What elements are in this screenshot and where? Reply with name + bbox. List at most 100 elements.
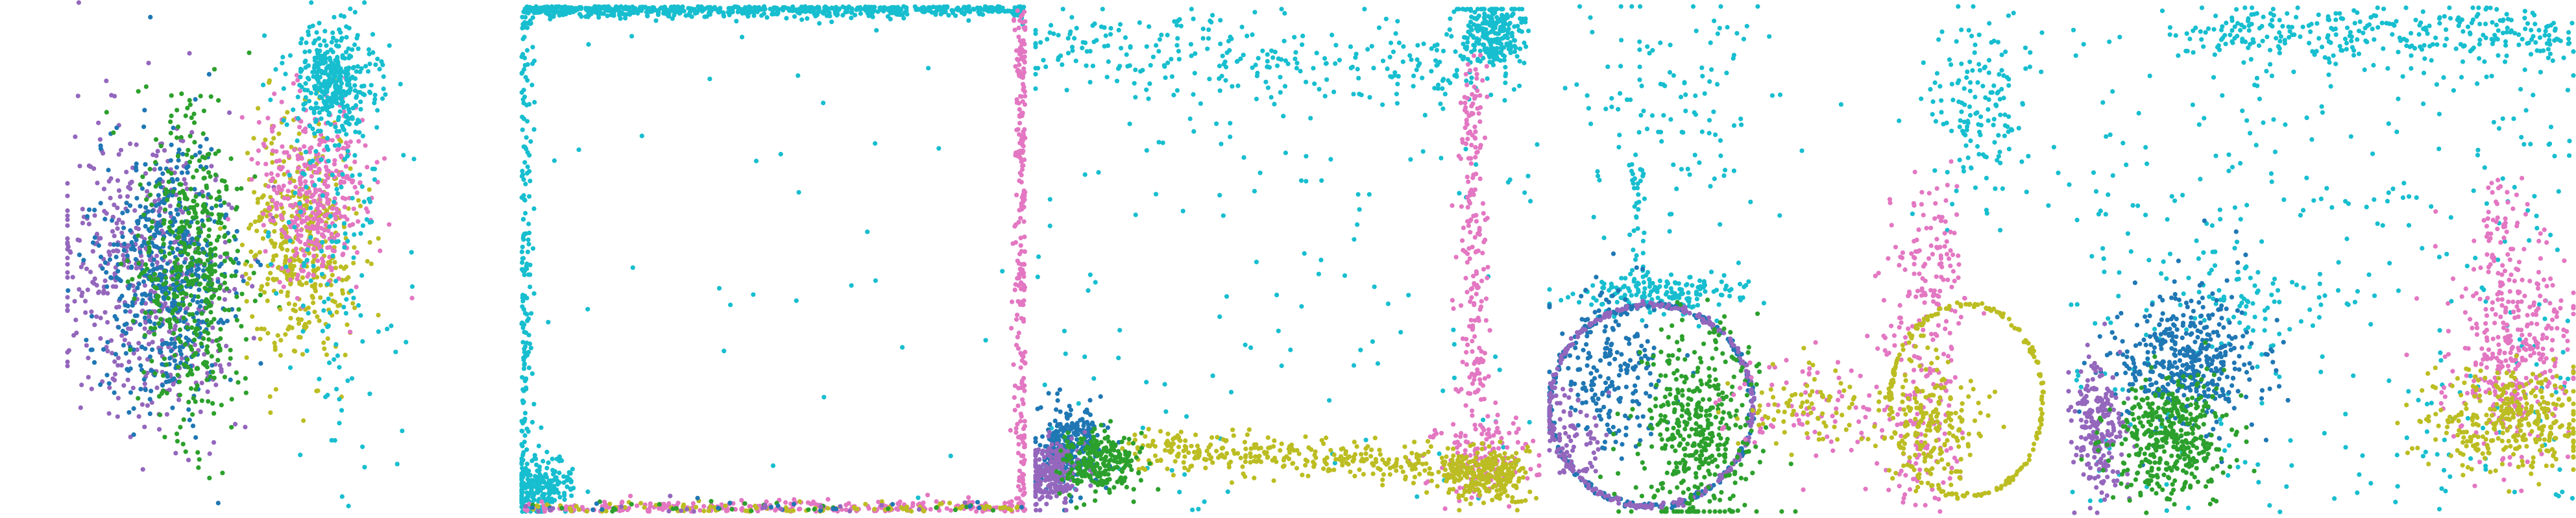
- scatter-point: [337, 90, 343, 95]
- scatter-point: [206, 234, 212, 239]
- scatter-point: [958, 506, 963, 511]
- scatter-point: [130, 300, 135, 305]
- scatter-point: [311, 84, 317, 89]
- scatter-point: [295, 276, 300, 282]
- scatter-point: [278, 306, 283, 312]
- scatter-point: [519, 195, 524, 200]
- scatter-point: [268, 217, 273, 223]
- scatter-point: [649, 7, 654, 12]
- scatter-point: [205, 371, 210, 376]
- scatter-point: [136, 341, 141, 346]
- scatter-point: [160, 289, 165, 294]
- scatter-point: [1468, 19, 1474, 25]
- scatter-point: [287, 365, 293, 371]
- scatter-point: [157, 213, 162, 218]
- scatter-point: [334, 206, 339, 212]
- scatter-point: [125, 194, 130, 199]
- scatter-point: [219, 212, 225, 217]
- scatter-point: [299, 36, 304, 42]
- scatter-point: [207, 451, 212, 456]
- scatter-point: [529, 82, 535, 88]
- scatter-point: [222, 280, 227, 286]
- scatter-point: [778, 506, 783, 512]
- scatter-point: [164, 362, 169, 367]
- scatter-point: [352, 153, 358, 158]
- scatter-point: [338, 214, 344, 219]
- scatter-point: [568, 508, 574, 513]
- scatter-point: [1269, 48, 1274, 53]
- scatter-point: [796, 73, 801, 79]
- scatter-point: [197, 150, 202, 155]
- scatter-point: [1104, 75, 1110, 80]
- scatter-point: [208, 374, 213, 379]
- scatter-point: [108, 195, 113, 201]
- scatter-point: [521, 471, 526, 476]
- scatter-point: [1021, 148, 1026, 154]
- scatter-point: [629, 502, 634, 507]
- scatter-point: [218, 254, 223, 260]
- scatter-point: [593, 7, 598, 12]
- scatter-point: [966, 499, 971, 505]
- scatter-point: [106, 381, 112, 386]
- scatter-point: [1009, 326, 1014, 331]
- scatter-point: [280, 234, 285, 240]
- scatter-point: [141, 279, 147, 284]
- scatter-point: [539, 499, 544, 504]
- scatter-point: [326, 296, 331, 301]
- scatter-point: [150, 339, 155, 345]
- scatter-point: [586, 42, 591, 47]
- scatter-point: [243, 262, 248, 267]
- series-green: [104, 50, 282, 481]
- scatter-point: [148, 14, 153, 19]
- scatter-point: [193, 194, 199, 199]
- scatter-point: [1411, 73, 1416, 79]
- scatter-point: [554, 456, 559, 462]
- scatter-point: [295, 156, 301, 162]
- scatter-point: [533, 4, 539, 9]
- scatter-point: [1440, 86, 1445, 91]
- scatter-point: [328, 282, 334, 288]
- scatter-point: [272, 91, 277, 97]
- scatter-point: [286, 219, 291, 225]
- scatter-point: [302, 144, 307, 149]
- scatter-point: [286, 154, 291, 159]
- scatter-point: [138, 322, 143, 327]
- scatter-point: [1512, 49, 1517, 55]
- scatter-point: [143, 223, 148, 229]
- scatter-point: [321, 259, 326, 264]
- scatter-point: [908, 509, 914, 514]
- scatter-point: [359, 184, 365, 190]
- scatter-point: [983, 338, 988, 343]
- scatter-point: [328, 214, 333, 219]
- scatter-point: [302, 218, 308, 224]
- scatter-point: [148, 236, 153, 241]
- scatter-point: [652, 8, 657, 13]
- scatter-point: [1189, 53, 1194, 58]
- scatter-point: [520, 260, 525, 265]
- scatter-point: [631, 7, 637, 12]
- scatter-point: [1019, 56, 1024, 61]
- scatter-point: [1165, 60, 1171, 66]
- scatter-point: [1015, 312, 1020, 317]
- scatter-point: [834, 12, 840, 18]
- scatter-point: [239, 186, 244, 191]
- scatter-point: [367, 197, 372, 202]
- scatter-point: [317, 166, 322, 171]
- scatter-point: [1385, 66, 1390, 71]
- scatter-point: [132, 292, 138, 298]
- scatter-point: [742, 5, 747, 10]
- scatter-point: [617, 11, 622, 16]
- scatter-point: [84, 343, 89, 348]
- scatter-point: [1274, 63, 1280, 68]
- scatter-point: [243, 425, 248, 430]
- scatter-point: [121, 225, 127, 230]
- scatter-point: [301, 102, 306, 107]
- scatter-point: [162, 207, 168, 212]
- scatter-point: [1159, 32, 1164, 38]
- scatter-point: [562, 493, 567, 498]
- scatter-point: [184, 221, 189, 226]
- scatter-point: [566, 470, 572, 475]
- scatter-point: [313, 226, 319, 231]
- scatter-point: [1175, 36, 1180, 41]
- scatter-point: [175, 108, 180, 113]
